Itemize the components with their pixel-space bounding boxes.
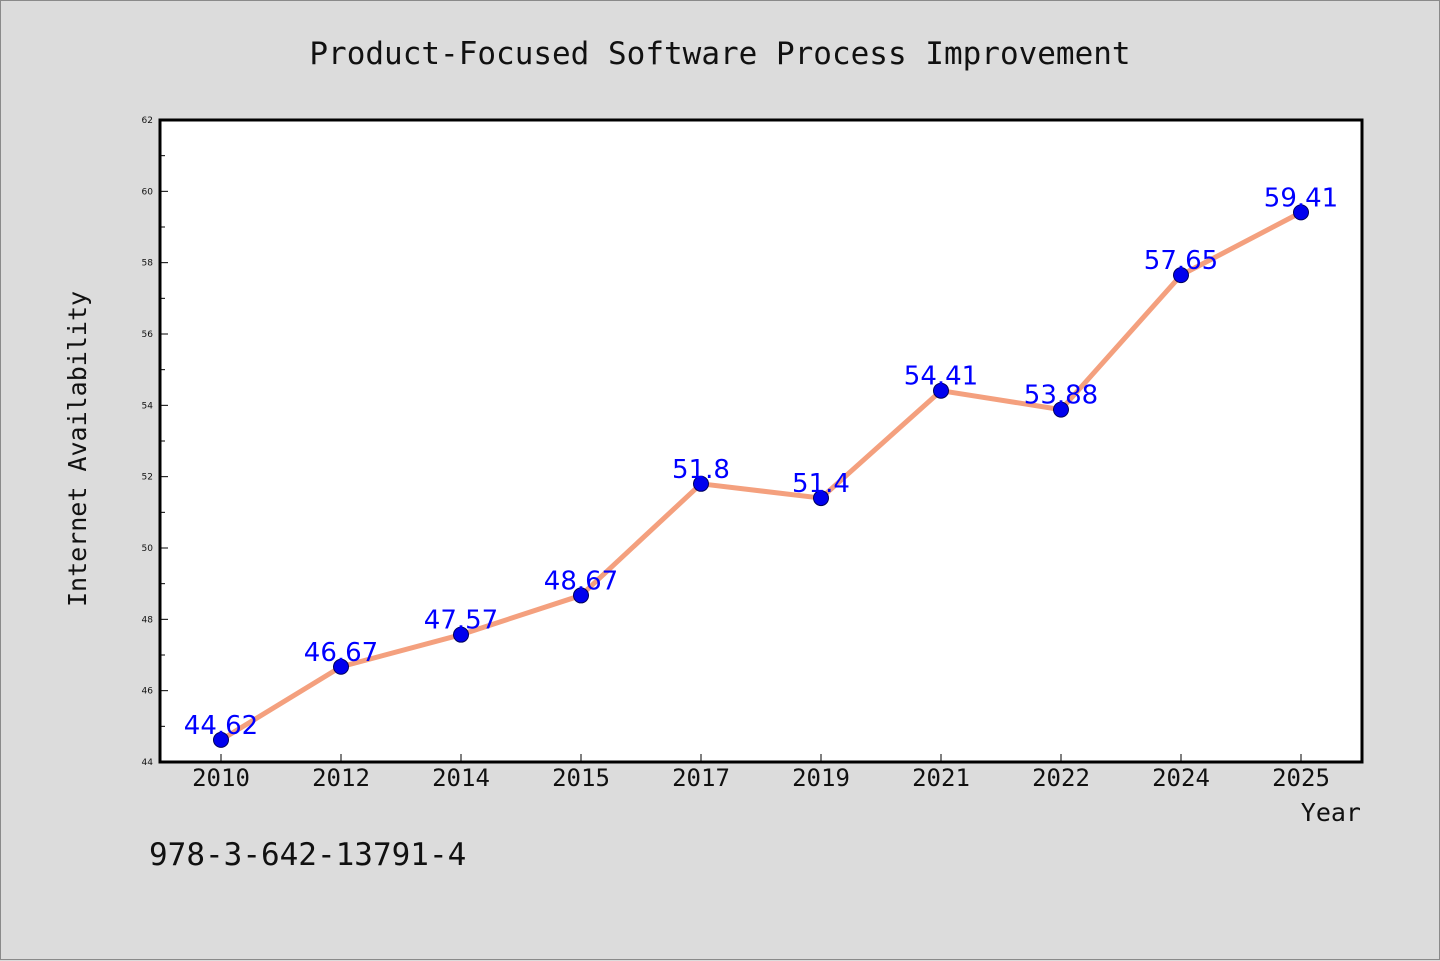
y-tick-label: 56 <box>142 330 154 340</box>
data-point-marker <box>813 490 829 507</box>
data-point-marker <box>333 658 349 675</box>
data-label: 59.41 <box>1264 183 1338 213</box>
x-axis-label: Year <box>1301 798 1361 827</box>
data-label: 51.8 <box>672 455 730 485</box>
data-point-marker <box>693 475 709 492</box>
y-tick-label: 58 <box>142 259 154 269</box>
series-line <box>218 209 1304 743</box>
y-tick-label: 62 <box>142 116 153 126</box>
data-label: 46.67 <box>304 638 378 668</box>
data-label: 44.62 <box>184 711 258 741</box>
data-point-marker <box>1173 267 1189 284</box>
x-tick-label: 2014 <box>432 764 490 792</box>
data-point-marker <box>573 587 589 604</box>
data-label: 51.4 <box>792 469 850 499</box>
y-axis-label: Internet Availability <box>63 291 92 607</box>
y-tick-label: 54 <box>142 401 154 411</box>
data-label: 57.65 <box>1144 246 1218 276</box>
data-label: 53.88 <box>1024 381 1098 411</box>
y-tick-label: 50 <box>142 544 154 554</box>
data-label: 48.67 <box>544 566 618 596</box>
data-labels-group: 44.62 46.67 47.57 48.67 51.8 51.4 54.41 53.88 57… <box>184 183 1338 741</box>
isbn-footer: 978-3-642-13791-4 <box>149 837 466 873</box>
plot-area <box>160 120 1362 762</box>
data-point-marker <box>1293 204 1309 221</box>
chart-title: Product-Focused Software Process Improve… <box>309 36 1130 72</box>
x-tick-label: 2025 <box>1272 764 1330 792</box>
x-tick-label: 2021 <box>912 764 970 792</box>
data-point-marker <box>1053 401 1069 418</box>
y-tick-label: 46 <box>142 687 154 697</box>
x-tick-label: 2012 <box>312 764 370 792</box>
data-point-marker <box>213 731 229 748</box>
data-point-marker <box>933 382 949 399</box>
y-tick-label: 44 <box>142 758 154 768</box>
data-label: 47.57 <box>424 606 498 636</box>
x-tick-label: 2022 <box>1032 764 1090 792</box>
data-label: 54.41 <box>904 362 978 392</box>
x-tick-label: 2019 <box>792 764 850 792</box>
plot-frame <box>158 118 1364 764</box>
x-tick-label: 2024 <box>1152 764 1210 792</box>
x-tick-label: 2017 <box>672 764 730 792</box>
y-tick-label: 48 <box>142 615 154 625</box>
series-group <box>213 204 1309 748</box>
x-tick-label: 2015 <box>552 764 610 792</box>
y-tick-label: 60 <box>142 187 154 197</box>
data-point-marker <box>453 626 469 643</box>
x-tick-label: 2010 <box>192 764 250 792</box>
x-axis-ticks: 2010 2012 2014 2015 2017 2019 2021 2022 2024 2025 <box>192 754 1330 792</box>
y-tick-label: 52 <box>142 473 153 483</box>
